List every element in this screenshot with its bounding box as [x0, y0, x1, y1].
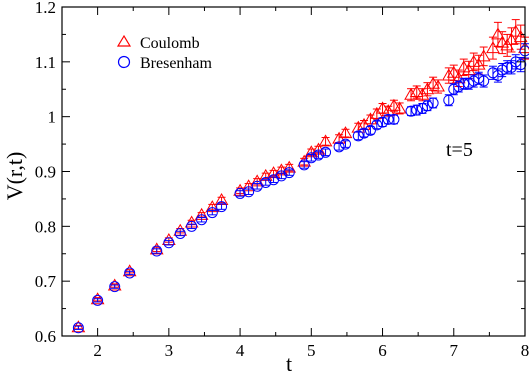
data-point-circle — [443, 94, 455, 106]
x-tick-label: 7 — [450, 341, 459, 360]
data-point-triangle — [476, 49, 491, 62]
data-point-triangle — [392, 101, 407, 114]
data-point-circle — [174, 227, 186, 239]
x-tick-label: 4 — [236, 341, 245, 360]
data-point-circle — [243, 186, 255, 198]
data-point-circle — [216, 201, 228, 213]
y-tick-label: 0.9 — [35, 163, 56, 182]
data-point-circle — [275, 170, 287, 182]
data-point-circle — [234, 187, 246, 199]
data-point-circle — [124, 267, 136, 279]
data-point-triangle — [491, 27, 505, 40]
data-point-circle — [333, 141, 345, 153]
legend-item-bresenham: Bresenham — [117, 55, 213, 72]
data-point-triangle — [122, 264, 137, 277]
y-tick-label: 1.1 — [35, 53, 56, 72]
y-tick-label: 0.8 — [35, 217, 56, 236]
data-point-circle — [377, 116, 389, 128]
x-axis-title: t — [286, 351, 292, 375]
data-point-circle — [405, 105, 417, 117]
data-point-triangle — [338, 126, 353, 139]
data-point-circle — [421, 100, 433, 112]
legend: Coulomb Bresenham — [116, 34, 213, 72]
data-point-triangle — [387, 98, 401, 111]
data-point-circle — [358, 127, 370, 139]
data-point-circle — [352, 130, 364, 142]
data-point-triangle — [404, 87, 418, 100]
x-tick-label: 2 — [93, 341, 102, 360]
data-point-circle — [305, 152, 317, 164]
data-point-circle — [206, 207, 218, 219]
data-point-triangle — [409, 84, 424, 97]
data-point-triangle — [375, 101, 390, 114]
data-point-triangle — [318, 134, 333, 147]
legend-label-coulomb: Coulomb — [140, 35, 200, 52]
x-tick-label: 3 — [165, 341, 174, 360]
legend-label-bresenham: Bresenham — [140, 55, 213, 72]
data-point-triangle — [513, 30, 528, 43]
data-point-circle — [163, 237, 175, 249]
legend-item-coulomb: Coulomb — [116, 34, 200, 52]
data-point-circle — [388, 113, 400, 125]
axes: 2 3 4 5 6 7 8 0.6 0.7 0.8 0.9 1 1.1 1.2 — [35, 0, 529, 360]
data-point-circle — [186, 220, 198, 232]
y-tick-label: 0.7 — [35, 272, 57, 291]
legend-circle-icon — [117, 55, 131, 69]
data-point-triangle — [508, 24, 523, 37]
annotation-label: t=5 — [446, 139, 473, 161]
data-point-triangle — [504, 32, 519, 45]
data-point-circle — [515, 59, 527, 71]
data-point-triangle — [471, 57, 486, 70]
y-tick-label: 1 — [48, 108, 57, 127]
data-point-circle — [427, 97, 439, 109]
legend-triangle-icon — [116, 34, 132, 47]
data-point-circle — [364, 124, 376, 136]
data-point-triangle — [441, 68, 456, 81]
data-marks — [71, 19, 529, 334]
data-point-circle — [72, 322, 84, 334]
data-point-circle — [320, 146, 332, 158]
data-point-circle — [312, 149, 324, 161]
y-tick-label: 1.2 — [35, 0, 56, 17]
data-point-circle — [92, 294, 104, 306]
x-tick-label: 6 — [378, 341, 387, 360]
data-point-circle — [492, 70, 504, 82]
data-point-circle — [501, 61, 513, 73]
data-point-circle — [283, 167, 295, 179]
data-point-circle — [109, 281, 121, 293]
data-point-circle — [411, 104, 423, 116]
data-point-triangle — [431, 79, 445, 92]
x-tick-label: 5 — [307, 341, 316, 360]
data-point-circle — [478, 75, 490, 87]
data-point-circle — [298, 159, 310, 171]
series-bresenham — [72, 43, 529, 334]
data-point-circle — [339, 138, 351, 150]
data-point-circle — [371, 119, 383, 131]
data-point-circle — [382, 113, 394, 125]
x-tick-label: 8 — [521, 341, 529, 360]
y-axis-title: V(r,t) — [2, 152, 27, 201]
y-tick-label: 0.6 — [35, 327, 56, 346]
data-point-circle — [196, 214, 208, 226]
data-point-triangle — [461, 63, 476, 76]
data-point-circle — [151, 245, 163, 257]
data-point-triangle — [446, 65, 461, 78]
